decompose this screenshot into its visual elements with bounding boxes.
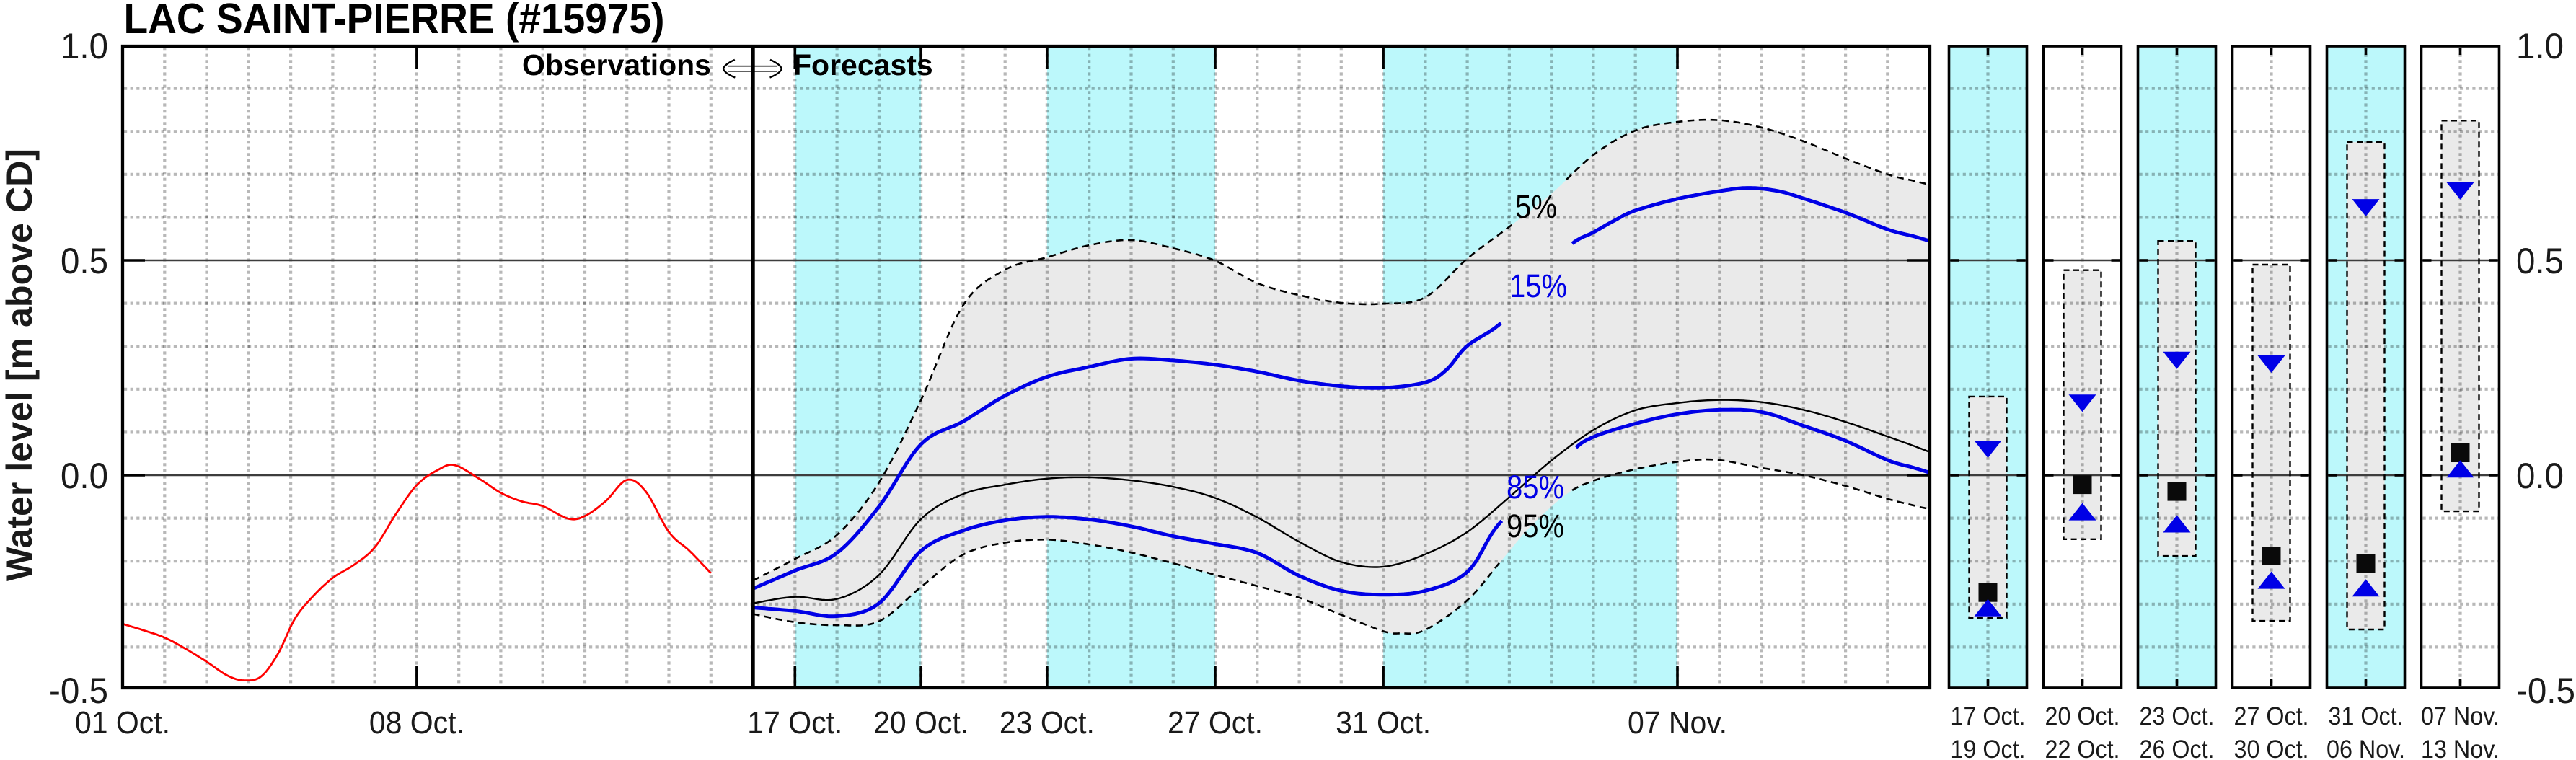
svg-text:01 Oct.: 01 Oct.: [75, 705, 170, 741]
svg-text:Forecasts: Forecasts: [793, 48, 933, 81]
svg-text:07 Nov.: 07 Nov.: [1628, 705, 1727, 741]
svg-text:1.0: 1.0: [2516, 26, 2564, 66]
svg-text:22 Oct.: 22 Oct.: [2045, 735, 2120, 760]
svg-text:0.0: 0.0: [61, 456, 108, 496]
svg-text:20 Oct.: 20 Oct.: [2045, 702, 2120, 730]
svg-text:27 Oct.: 27 Oct.: [2234, 702, 2309, 730]
svg-text:27 Oct.: 27 Oct.: [1168, 705, 1263, 741]
svg-text:0.5: 0.5: [61, 241, 108, 281]
svg-text:13 Nov.: 13 Nov.: [2421, 735, 2500, 760]
svg-text:-0.5: -0.5: [2516, 671, 2575, 711]
svg-text:06 Nov.: 06 Nov.: [2326, 735, 2405, 760]
svg-text:Water level [m above CD]: Water level [m above CD]: [0, 149, 40, 581]
svg-text:17 Oct.: 17 Oct.: [747, 705, 842, 741]
svg-text:1.0: 1.0: [61, 26, 108, 66]
svg-text:85%: 85%: [1507, 469, 1564, 505]
svg-text:30 Oct.: 30 Oct.: [2234, 735, 2309, 760]
svg-text:31 Oct.: 31 Oct.: [1336, 705, 1431, 741]
svg-text:17 Oct.: 17 Oct.: [1951, 702, 2026, 730]
svg-text:26 Oct.: 26 Oct.: [2140, 735, 2215, 760]
svg-text:19 Oct.: 19 Oct.: [1951, 735, 2026, 760]
svg-text:5%: 5%: [1515, 188, 1557, 225]
svg-text:23 Oct.: 23 Oct.: [2140, 702, 2215, 730]
svg-text:0.0: 0.0: [2516, 456, 2564, 496]
svg-text:-0.5: -0.5: [49, 671, 108, 711]
svg-text:23 Oct.: 23 Oct.: [1000, 705, 1095, 741]
svg-text:31 Oct.: 31 Oct.: [2329, 702, 2404, 730]
svg-text:20 Oct.: 20 Oct.: [873, 705, 969, 741]
svg-text:95%: 95%: [1507, 508, 1564, 544]
svg-text:LAC SAINT-PIERRE (#15975): LAC SAINT-PIERRE (#15975): [124, 0, 665, 43]
svg-text:08 Oct.: 08 Oct.: [369, 705, 464, 741]
svg-text:15%: 15%: [1509, 268, 1567, 304]
svg-text:0.5: 0.5: [2516, 241, 2564, 281]
svg-text:Observations: Observations: [522, 48, 711, 81]
svg-text:07 Nov.: 07 Nov.: [2421, 702, 2500, 730]
